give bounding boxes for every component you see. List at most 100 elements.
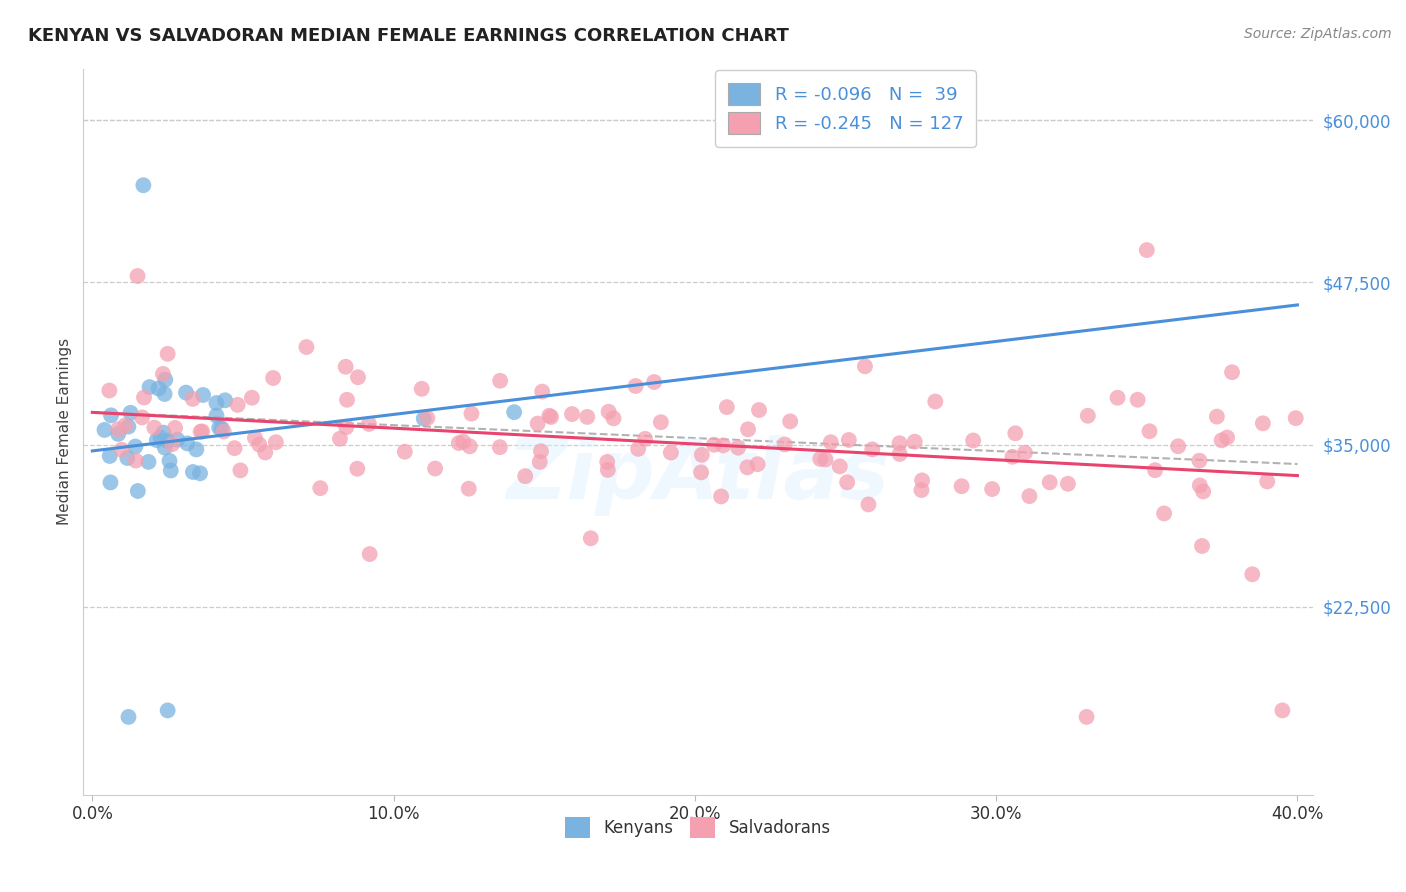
Point xyxy=(561,407,583,421)
Point xyxy=(1057,476,1080,491)
Point xyxy=(1285,411,1308,425)
Point xyxy=(1039,475,1062,490)
Point xyxy=(124,440,146,454)
Point xyxy=(1004,426,1026,441)
Point xyxy=(394,444,416,458)
Point xyxy=(423,461,446,475)
Point xyxy=(254,445,277,459)
Point xyxy=(1136,243,1159,257)
Point xyxy=(131,410,153,425)
Point xyxy=(98,384,121,398)
Point xyxy=(156,347,179,361)
Point xyxy=(240,391,263,405)
Point xyxy=(889,436,911,450)
Point xyxy=(924,394,946,409)
Point xyxy=(205,409,228,423)
Point xyxy=(346,461,368,475)
Point xyxy=(596,463,619,477)
Point xyxy=(100,475,122,490)
Point xyxy=(132,178,155,193)
Point xyxy=(211,421,233,435)
Point xyxy=(710,490,733,504)
Point xyxy=(1139,424,1161,438)
Point xyxy=(860,442,883,457)
Point xyxy=(773,437,796,451)
Point xyxy=(1192,484,1215,499)
Point xyxy=(703,438,725,452)
Point xyxy=(153,441,176,455)
Point xyxy=(264,435,287,450)
Point xyxy=(489,440,512,454)
Point xyxy=(1107,391,1129,405)
Point xyxy=(143,420,166,434)
Point xyxy=(336,392,359,407)
Point xyxy=(159,454,181,468)
Point xyxy=(460,407,482,421)
Point xyxy=(117,419,139,434)
Point xyxy=(889,447,911,461)
Point xyxy=(531,384,554,399)
Point xyxy=(93,423,115,437)
Point xyxy=(447,436,470,450)
Point xyxy=(159,463,181,477)
Point xyxy=(748,403,770,417)
Text: Source: ZipAtlas.com: Source: ZipAtlas.com xyxy=(1244,27,1392,41)
Point xyxy=(156,434,179,448)
Point xyxy=(538,409,561,423)
Point xyxy=(163,421,186,435)
Point xyxy=(837,475,859,490)
Point xyxy=(188,467,211,481)
Point xyxy=(690,466,713,480)
Point xyxy=(111,442,134,457)
Point xyxy=(100,409,122,423)
Point xyxy=(120,406,142,420)
Point xyxy=(489,374,512,388)
Point xyxy=(515,469,537,483)
Point xyxy=(911,474,934,488)
Point xyxy=(132,391,155,405)
Point xyxy=(329,432,352,446)
Point xyxy=(416,411,439,425)
Point xyxy=(602,411,624,425)
Point xyxy=(598,405,620,419)
Point xyxy=(1216,430,1239,444)
Point xyxy=(1126,392,1149,407)
Point xyxy=(191,388,214,402)
Point xyxy=(1271,703,1294,717)
Point xyxy=(820,435,842,450)
Point xyxy=(117,710,139,724)
Point xyxy=(295,340,318,354)
Point xyxy=(1191,539,1213,553)
Point xyxy=(212,425,235,439)
Point xyxy=(737,422,759,436)
Point xyxy=(262,371,284,385)
Point xyxy=(853,359,876,374)
Point xyxy=(107,422,129,436)
Point xyxy=(981,482,1004,496)
Point xyxy=(828,459,851,474)
Point xyxy=(950,479,973,493)
Point xyxy=(174,385,197,400)
Point xyxy=(727,441,749,455)
Point xyxy=(117,450,139,465)
Point xyxy=(530,444,553,458)
Point xyxy=(181,392,204,406)
Legend: Kenyans, Salvadorans: Kenyans, Salvadorans xyxy=(558,811,838,845)
Point xyxy=(1241,567,1264,582)
Point xyxy=(1220,365,1243,379)
Point xyxy=(309,481,332,495)
Point xyxy=(634,432,657,446)
Point xyxy=(98,449,121,463)
Point xyxy=(627,442,650,456)
Point xyxy=(335,359,357,374)
Point xyxy=(904,434,927,449)
Point xyxy=(149,431,172,445)
Point xyxy=(181,465,204,479)
Point xyxy=(152,367,174,381)
Point xyxy=(127,483,149,498)
Point xyxy=(146,433,169,447)
Point xyxy=(190,425,212,439)
Point xyxy=(779,414,801,428)
Point xyxy=(711,438,734,452)
Point xyxy=(229,463,252,477)
